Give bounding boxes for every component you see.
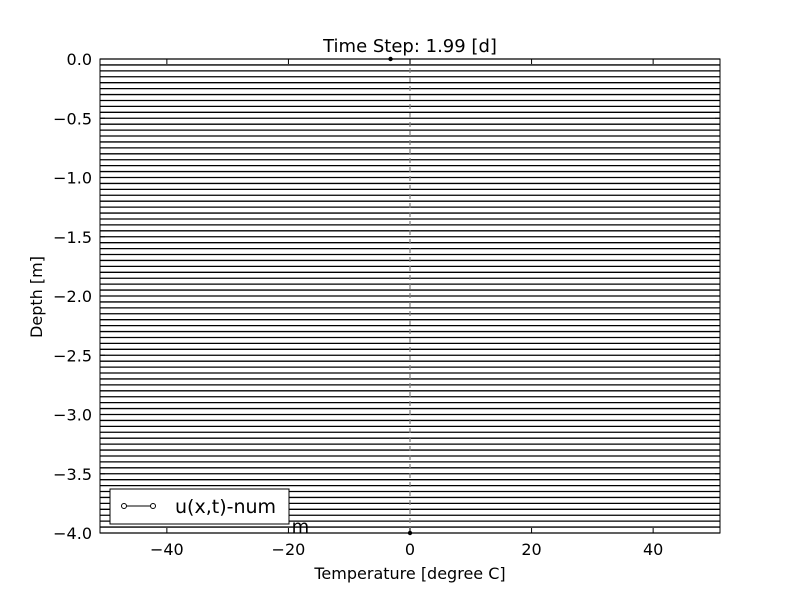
y-axis-ticks: 0.0 −0.5 −1.0 −1.5 −2.0 −2.5 −3.0 −3.5 −4.0 bbox=[53, 50, 720, 543]
x-tick-label: 0 bbox=[405, 540, 415, 559]
x-tick-label: −40 bbox=[150, 540, 184, 559]
y-tick-label: −4.0 bbox=[53, 524, 92, 543]
y-tick-label: −2.0 bbox=[53, 287, 92, 306]
x-tick-label: 40 bbox=[643, 540, 663, 559]
y-tick-label: −0.5 bbox=[53, 109, 92, 128]
legend-marker-left bbox=[121, 503, 127, 509]
y-tick-label: 0.0 bbox=[67, 50, 92, 69]
y-tick-label: −1.5 bbox=[53, 228, 92, 247]
legend-marker-right bbox=[150, 503, 156, 509]
y-axis-label: Depth [m] bbox=[27, 256, 46, 338]
x-axis-ticks: −40 −20 0 20 40 bbox=[150, 59, 663, 559]
y-tick-label: −2.5 bbox=[53, 346, 92, 365]
annotation-text: m bbox=[292, 517, 310, 538]
x-tick-label: −20 bbox=[272, 540, 306, 559]
y-tick-label: −3.0 bbox=[53, 406, 92, 425]
x-tick-label: 20 bbox=[521, 540, 541, 559]
y-tick-label: −3.5 bbox=[53, 465, 92, 484]
x-axis-label: Temperature [degree C] bbox=[313, 564, 505, 583]
legend-entry-label: u(x,t)-num bbox=[175, 496, 276, 518]
legend: u(x,t)-num bbox=[109, 488, 290, 525]
chart-title: Time Step: 1.99 [d] bbox=[322, 36, 497, 57]
y-tick-label: −1.0 bbox=[53, 169, 92, 188]
